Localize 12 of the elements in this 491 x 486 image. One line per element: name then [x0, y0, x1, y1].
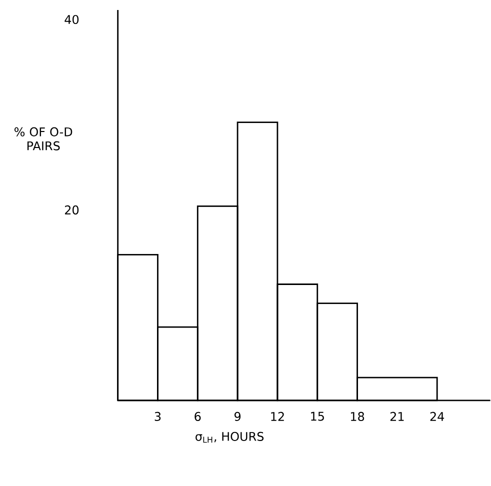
- x-tick-label: 6: [194, 412, 201, 421]
- x-tick-label: 3: [154, 412, 161, 421]
- y-tick-label: 40: [64, 14, 79, 24]
- x-axis-title: σ$_{LH}$, HOURS: [196, 432, 264, 442]
- x-tick-label: 18: [350, 412, 364, 421]
- x-tick-label: 21: [390, 412, 404, 421]
- x-tick-label: 9: [234, 412, 241, 421]
- x-tick-label: 15: [311, 412, 324, 421]
- x-tick-label: 24: [430, 412, 444, 421]
- y-axis-title: % OF O-D PAIRS: [14, 127, 72, 150]
- x-tick-label: 12: [271, 412, 284, 421]
- y-tick-label: 20: [64, 205, 79, 214]
